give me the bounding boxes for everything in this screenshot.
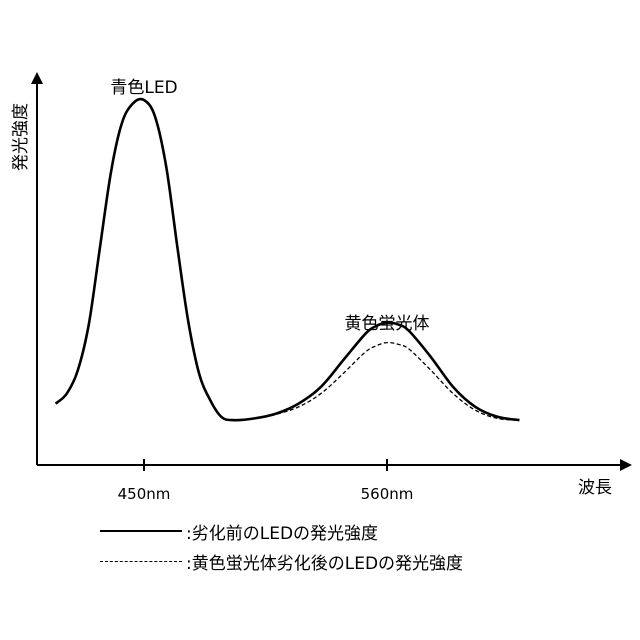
x-axis-arrow-icon — [620, 459, 632, 471]
x-tick-label-1: 560nm — [361, 485, 414, 500]
legend-solid-line-swatch — [100, 530, 182, 532]
annotation-yellow-phosphor: 黄色蛍光体 — [345, 314, 430, 334]
legend: :劣化前のLEDの発光強度 :黄色蛍光体劣化後のLEDの発光強度 — [100, 516, 463, 576]
legend-label-after-degradation: :黄色蛍光体劣化後のLEDの発光強度 — [186, 549, 463, 574]
legend-label-before-degradation: :劣化前のLEDの発光強度 — [186, 519, 378, 544]
legend-item-dashed: :黄色蛍光体劣化後のLEDの発光強度 — [100, 546, 463, 576]
annotation-blue-led: 青色LED — [110, 78, 177, 98]
series-before-degradation-line — [56, 99, 520, 420]
legend-dashed-line-swatch — [100, 561, 182, 562]
x-axis-label: 波長 — [578, 478, 612, 498]
x-tick-label-0: 450nm — [118, 485, 171, 500]
legend-item-solid: :劣化前のLEDの発光強度 — [100, 516, 463, 546]
y-axis-arrow-icon — [31, 72, 43, 84]
y-axis-label: 発光強度 — [11, 103, 31, 171]
spectrum-chart: 450nm 560nm 発光強度波長 青色LED 黄色蛍光体 — [0, 0, 640, 500]
